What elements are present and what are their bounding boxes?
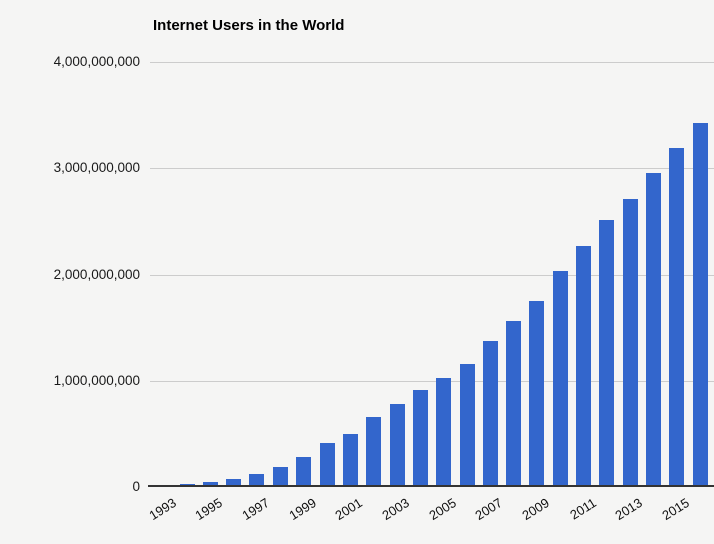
y-tick-label: 1,000,000,000 — [53, 373, 140, 388]
y-tick-label: 2,000,000,000 — [53, 267, 140, 282]
x-tick-label-2013: 2013 — [612, 495, 645, 524]
bar-1997 — [249, 474, 264, 487]
x-tick-label-2015: 2015 — [659, 495, 692, 524]
y-tick-label: 3,000,000,000 — [53, 160, 140, 175]
x-tick-label-2001: 2001 — [332, 495, 365, 524]
bar-2011 — [576, 246, 591, 487]
gridline-4000000000 — [150, 62, 714, 63]
bar-1999 — [296, 457, 311, 487]
x-tick-label-2005: 2005 — [426, 495, 459, 524]
bar-2016 — [693, 123, 708, 487]
bar-2003 — [390, 404, 405, 487]
bar-2007 — [483, 341, 498, 487]
chart-title: Internet Users in the World — [153, 17, 345, 34]
x-tick-label-1993: 1993 — [146, 495, 179, 524]
bar-2013 — [623, 199, 638, 487]
bar-1995 — [203, 482, 218, 487]
bar-2008 — [506, 321, 521, 487]
x-tick-label-2009: 2009 — [519, 495, 552, 524]
x-tick-label-1999: 1999 — [286, 495, 319, 524]
x-axis-line — [148, 485, 714, 487]
gridline-2000000000 — [150, 275, 714, 276]
bar-2010 — [553, 271, 568, 487]
bar-1998 — [273, 467, 288, 487]
x-tick-label-1995: 1995 — [192, 495, 225, 524]
bar-2012 — [599, 220, 614, 487]
bar-2014 — [646, 173, 661, 487]
y-tick-label: 4,000,000,000 — [53, 54, 140, 69]
bar-1996 — [226, 479, 241, 487]
x-tick-label-2011: 2011 — [567, 495, 599, 523]
bar-2009 — [529, 301, 544, 487]
gridline-3000000000 — [150, 168, 714, 169]
x-tick-label-2007: 2007 — [472, 495, 505, 524]
x-tick-label-1997: 1997 — [239, 495, 272, 524]
gridline-1000000000 — [150, 381, 714, 382]
bar-2000 — [320, 443, 335, 487]
bar-2006 — [460, 364, 475, 487]
bar-2005 — [436, 378, 451, 487]
x-tick-label-2003: 2003 — [379, 495, 412, 524]
bar-2001 — [343, 434, 358, 487]
bar-2004 — [413, 390, 428, 487]
bar-2002 — [366, 417, 381, 487]
y-tick-label: 0 — [132, 479, 140, 494]
bar-2015 — [669, 148, 684, 487]
